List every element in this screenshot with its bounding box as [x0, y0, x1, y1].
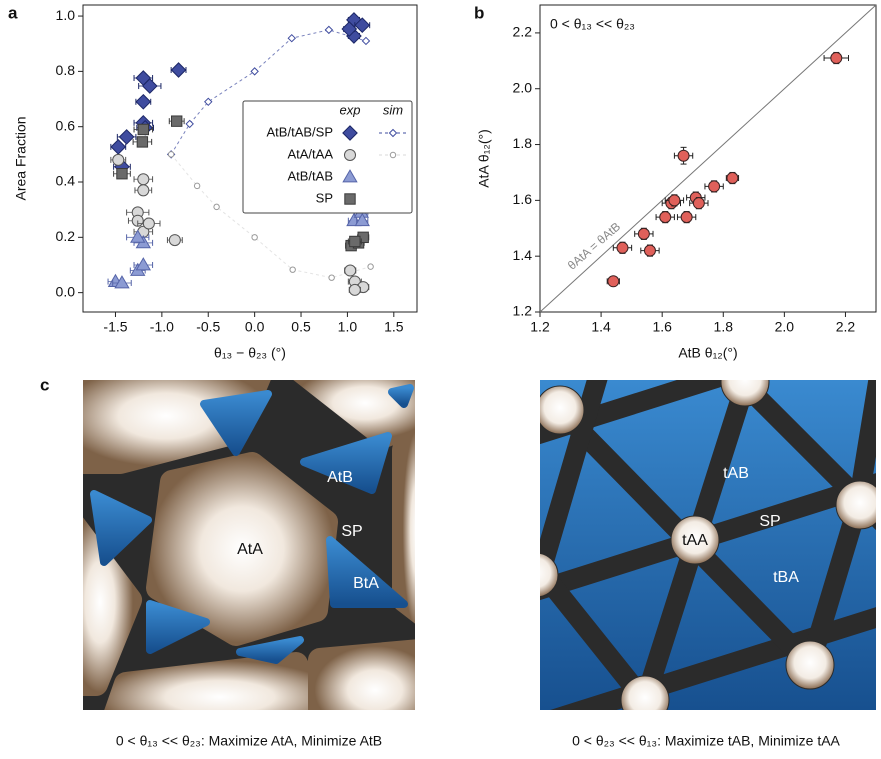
- y-axis-title: AtA θ₁₂(°): [476, 129, 492, 188]
- panel-label: a: [8, 3, 18, 22]
- marker: [172, 116, 182, 126]
- marker: [345, 265, 356, 276]
- marker: [288, 35, 295, 42]
- x-tick-label: 2.2: [836, 319, 856, 335]
- region-label: BtA: [353, 575, 379, 592]
- x-tick-label: -1.5: [103, 319, 127, 335]
- y-tick-label: 1.2: [513, 303, 533, 319]
- point: [638, 228, 649, 239]
- x-tick-label: -1.0: [150, 319, 174, 335]
- x-tick-label: 1.4: [591, 319, 611, 335]
- marker: [113, 154, 124, 165]
- point: [660, 212, 671, 223]
- marker: [117, 169, 127, 179]
- point: [693, 198, 704, 209]
- marker: [137, 137, 147, 147]
- panel-label: c: [40, 375, 49, 394]
- marker: [368, 264, 373, 269]
- point: [644, 245, 655, 256]
- marker: [349, 284, 360, 295]
- figure: a b c AtA AtB SP BtA 0 < θ₁₃ << θ₂₃: Max…: [0, 0, 881, 759]
- legend-label: SP: [316, 190, 333, 205]
- marker: [194, 183, 199, 188]
- region-label: AtA: [237, 541, 263, 558]
- y-tick-label: 0.2: [56, 228, 76, 244]
- annotation: 0 < θ₁₃ << θ₂₃: [550, 16, 635, 32]
- marker: [119, 130, 133, 144]
- x-tick-label: 2.0: [775, 319, 795, 335]
- x-tick-label: 1.0: [338, 319, 358, 335]
- x-tick-label: 1.2: [530, 319, 550, 335]
- marker: [214, 204, 219, 209]
- x-tick-label: 1.5: [384, 319, 404, 335]
- marker: [362, 37, 369, 44]
- y-tick-label: 0.0: [56, 283, 76, 299]
- caption: 0 < θ₂₃ << θ₁₃: Maximize tAB, Minimize t…: [572, 733, 840, 749]
- point: [608, 276, 619, 287]
- marker: [350, 236, 360, 246]
- y-tick-label: 1.6: [513, 191, 533, 207]
- legend-header: sim: [383, 102, 403, 117]
- x-tick-label: 1.6: [652, 319, 672, 335]
- y-axis-title: Area Fraction: [13, 116, 29, 200]
- point: [709, 181, 720, 192]
- marker: [138, 174, 149, 185]
- marker: [111, 140, 125, 154]
- y-tick-label: 0.4: [56, 173, 76, 189]
- point: [681, 212, 692, 223]
- marker: [171, 63, 185, 77]
- moire-right: [500, 320, 881, 730]
- x-tick-label: 0.0: [245, 319, 265, 335]
- y-tick-label: 2.0: [513, 79, 533, 95]
- marker: [136, 95, 150, 109]
- identity-line: [540, 5, 876, 312]
- marker: [390, 152, 395, 157]
- point: [831, 53, 842, 64]
- region-label: tAB: [723, 465, 749, 482]
- marker: [251, 68, 258, 75]
- legend-header: exp: [340, 102, 361, 117]
- point: [727, 173, 738, 184]
- marker: [143, 218, 154, 229]
- region-label: AtB: [327, 469, 353, 486]
- legend-label: AtB/tAB: [287, 168, 333, 183]
- legend-label: AtB/tAB/SP: [267, 124, 333, 139]
- marker: [186, 120, 193, 127]
- y-tick-label: 1.0: [56, 7, 76, 23]
- y-tick-label: 1.8: [513, 135, 533, 151]
- marker: [138, 124, 148, 134]
- caption: 0 < θ₁₃ << θ₂₃: Maximize AtA, Minimize A…: [116, 733, 382, 749]
- marker: [252, 235, 257, 240]
- point: [678, 150, 689, 161]
- region-label: SP: [759, 513, 780, 530]
- legend-label: AtA/tAA: [287, 146, 333, 161]
- x-tick-label: 1.8: [714, 319, 734, 335]
- x-tick-label: 0.5: [291, 319, 311, 335]
- region-label: tAA: [682, 532, 708, 549]
- marker: [169, 235, 180, 246]
- point: [669, 195, 680, 206]
- marker: [138, 185, 149, 196]
- y-tick-label: 0.6: [56, 117, 76, 133]
- region-label: tBA: [773, 569, 799, 586]
- marker: [344, 149, 355, 160]
- marker: [290, 267, 295, 272]
- marker: [168, 152, 173, 157]
- annotation: θAtA = θAtB: [565, 219, 623, 272]
- x-axis-title: θ₁₃ − θ₂₃ (°): [214, 345, 286, 361]
- marker: [345, 194, 355, 204]
- point: [617, 242, 628, 253]
- region-label: SP: [341, 523, 362, 540]
- marker: [325, 26, 332, 33]
- y-tick-label: 2.2: [513, 24, 533, 40]
- x-axis-title: AtB θ₁₂(°): [678, 345, 737, 361]
- y-tick-label: 1.4: [513, 247, 533, 263]
- marker: [136, 258, 150, 270]
- x-tick-label: -0.5: [196, 319, 220, 335]
- marker: [329, 275, 334, 280]
- panel-label: b: [474, 3, 484, 22]
- y-tick-label: 0.8: [56, 62, 76, 78]
